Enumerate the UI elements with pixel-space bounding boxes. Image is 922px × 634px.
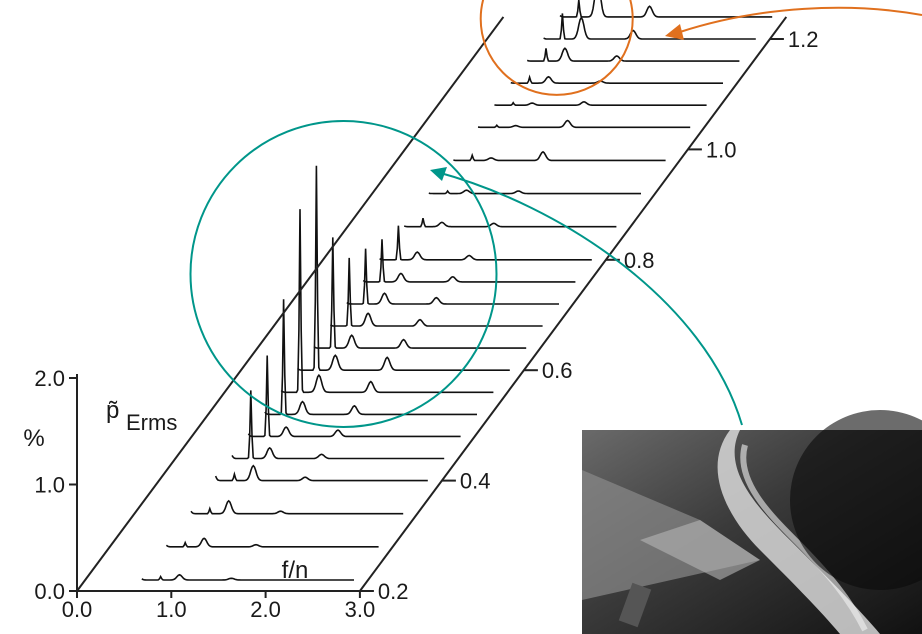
trace-line xyxy=(559,0,773,18)
trace-line xyxy=(214,464,428,482)
photo-blade-edge xyxy=(640,520,760,580)
annotation-overlay xyxy=(189,0,922,634)
depth-axis-left xyxy=(76,16,505,592)
y-tick-label: 2.0 xyxy=(34,366,65,391)
highlight-circle-teal xyxy=(189,119,498,428)
trace-line xyxy=(526,47,740,62)
trace-line xyxy=(543,13,756,40)
trace-line xyxy=(346,248,559,305)
trace-line xyxy=(165,537,379,548)
trace-line xyxy=(453,150,666,162)
trace-line xyxy=(264,299,477,416)
z-tick-label: 0.4 xyxy=(460,469,491,494)
trace-line xyxy=(403,218,617,228)
photo-dark-region xyxy=(790,410,922,590)
trace-line xyxy=(510,74,723,84)
arrow-orange-head xyxy=(665,24,684,40)
trace-line xyxy=(313,237,527,349)
z-tick-label: 1.2 xyxy=(788,27,819,52)
arrow-orange xyxy=(679,6,922,33)
trace-line xyxy=(428,189,641,195)
highlight-circle-orange xyxy=(479,0,634,96)
arrow-teal xyxy=(436,171,743,426)
z-tick-label: 1.0 xyxy=(706,137,737,162)
photo-vortex xyxy=(717,430,880,634)
x-axis-title: f/n xyxy=(282,557,309,584)
chart-axes xyxy=(69,16,788,598)
photo-bolt xyxy=(618,582,652,628)
trace-line xyxy=(297,165,510,372)
trace-line xyxy=(329,257,543,327)
z-tick-label: 0.2 xyxy=(378,579,409,604)
z-tick-label: 0.6 xyxy=(542,358,573,383)
trace-line xyxy=(362,239,576,283)
trace-line xyxy=(280,209,494,394)
depth-axis-right xyxy=(359,16,788,592)
y-tick-label: 1.0 xyxy=(34,473,65,498)
x-tick-label: 1.0 xyxy=(156,597,187,622)
x-tick-label: 2.0 xyxy=(250,597,281,622)
trace-line xyxy=(231,390,445,460)
arrow-teal-head xyxy=(430,167,447,181)
chart-labels: 0.0 1.0 2.0 3.00.01.02.00.20.40.60.81.01.2f… xyxy=(23,27,818,622)
x-tick-label: 0.0 xyxy=(62,597,93,622)
trace-line xyxy=(141,573,354,581)
x-tick-label: 3.0 xyxy=(345,597,376,622)
photo-vortex-core xyxy=(740,444,868,632)
y-axis-unit: % xyxy=(23,425,44,452)
y-axis-title-sub: Erms xyxy=(126,410,177,435)
trace-line xyxy=(477,119,691,129)
trace-line xyxy=(247,355,461,438)
y-tick-label: 0.0 xyxy=(34,579,65,604)
trace-line xyxy=(379,225,592,261)
spectra-traces xyxy=(141,0,773,581)
trace-line xyxy=(494,100,707,106)
y-axis-title: p̃ xyxy=(106,397,119,424)
trace-line xyxy=(190,499,404,515)
